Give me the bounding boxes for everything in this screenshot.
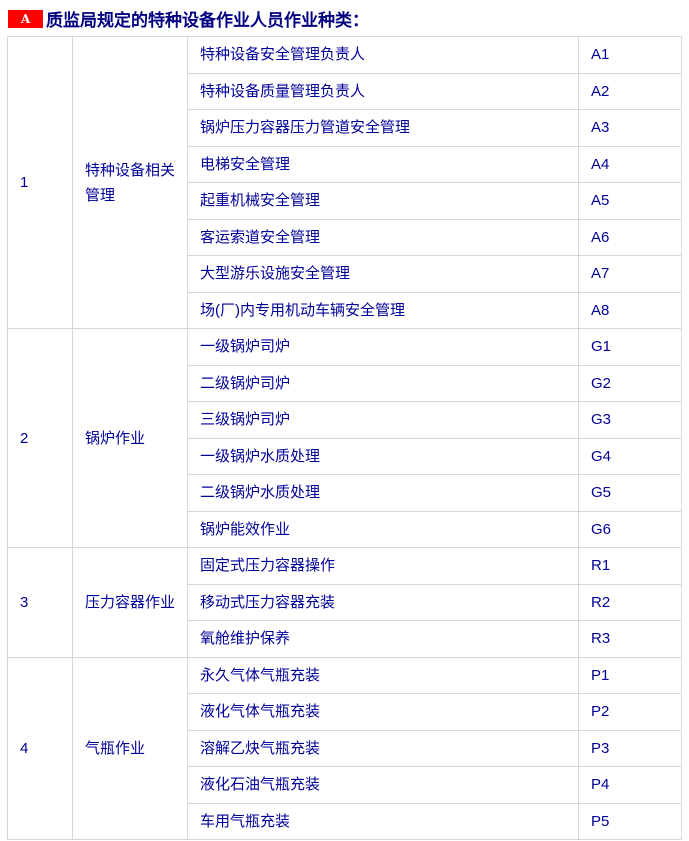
- table-row: 场(厂)内专用机动车辆安全管理 A8: [8, 291, 682, 329]
- item-name-cell: 永久气体气瓶充装: [187, 656, 579, 694]
- item-name-cell: 特种设备质量管理负责人: [187, 72, 579, 110]
- item-name-cell: 起重机械安全管理: [187, 182, 579, 220]
- item-code-cell: R1: [578, 547, 682, 585]
- table-row: 客运索道安全管理 A6: [8, 218, 682, 256]
- item-code-cell: R3: [578, 620, 682, 658]
- item-code-cell: A6: [578, 218, 682, 256]
- table-row: 氧舱维护保养 R3: [8, 620, 682, 658]
- item-name-cell: 移动式压力容器充装: [187, 583, 579, 621]
- item-code-cell: P3: [578, 729, 682, 767]
- section-marker-badge: A: [8, 9, 43, 28]
- item-name-cell: 电梯安全管理: [187, 145, 579, 183]
- equipment-categories-table-body: 1 特种设备相关管理 特种设备安全管理负责人 A1 特种设备质量管理负责人 A2 锅炉压力容…: [7, 36, 682, 840]
- item-name-cell: 客运索道安全管理: [187, 218, 579, 256]
- item-code-cell: A1: [578, 36, 682, 74]
- group-category-cell: 特种设备相关管理: [72, 36, 188, 329]
- table-row: 锅炉压力容器压力管道安全管理 A3: [8, 109, 682, 147]
- item-code-cell: A5: [578, 182, 682, 220]
- table-row: 三级锅炉司炉 G3: [8, 401, 682, 439]
- item-code-cell: G5: [578, 474, 682, 512]
- item-code-cell: P2: [578, 693, 682, 731]
- group-category-cell: 压力容器作业: [72, 547, 188, 658]
- item-code-cell: G1: [578, 328, 682, 366]
- table-row: 溶解乙炔气瓶充装 P3: [8, 729, 682, 767]
- table-row: 液化石油气瓶充装 P4: [8, 766, 682, 804]
- item-code-cell: A8: [578, 291, 682, 329]
- table-row: 大型游乐设施安全管理 A7: [8, 255, 682, 293]
- item-code-cell: P5: [578, 802, 682, 840]
- group-number-cell: 2: [7, 328, 73, 548]
- item-name-cell: 溶解乙炔气瓶充装: [187, 729, 579, 767]
- table-row: 起重机械安全管理 A5: [8, 182, 682, 220]
- item-code-cell: A4: [578, 145, 682, 183]
- item-name-cell: 液化石油气瓶充装: [187, 766, 579, 804]
- item-name-cell: 一级锅炉水质处理: [187, 437, 579, 475]
- item-name-cell: 大型游乐设施安全管理: [187, 255, 579, 293]
- item-code-cell: G6: [578, 510, 682, 548]
- item-code-cell: R2: [578, 583, 682, 621]
- item-name-cell: 车用气瓶充装: [187, 802, 579, 840]
- group-category-cell: 气瓶作业: [72, 656, 188, 840]
- item-name-cell: 二级锅炉水质处理: [187, 474, 579, 512]
- group-category-cell: 锅炉作业: [72, 328, 188, 548]
- item-code-cell: G2: [578, 364, 682, 402]
- table-row: 2 锅炉作业 一级锅炉司炉 G1: [7, 328, 682, 548]
- page: A 质监局规定的特种设备作业人员作业种类： 1 特种设备相关管理 特种设备安全管理负…: [0, 9, 689, 841]
- table-row: 1 特种设备相关管理 特种设备安全管理负责人 A1: [7, 36, 682, 329]
- item-name-cell: 三级锅炉司炉: [187, 401, 579, 439]
- item-name-cell: 二级锅炉司炉: [187, 364, 579, 402]
- item-code-cell: G3: [578, 401, 682, 439]
- item-code-cell: A7: [578, 255, 682, 293]
- table-row: 液化气体气瓶充装 P2: [8, 693, 682, 731]
- item-name-cell: 氧舱维护保养: [187, 620, 579, 658]
- item-name-cell: 液化气体气瓶充装: [187, 693, 579, 731]
- group-number-cell: 1: [7, 36, 73, 329]
- table-row: 车用气瓶充装 P5: [8, 802, 682, 840]
- item-name-cell: 锅炉压力容器压力管道安全管理: [187, 109, 579, 147]
- table-row: 4 气瓶作业 永久气体气瓶充装 P1: [7, 656, 682, 840]
- table-row: 锅炉能效作业 G6: [8, 510, 682, 548]
- group-number-cell: 3: [7, 547, 73, 658]
- page-title: 质监局规定的特种设备作业人员作业种类：: [46, 11, 369, 30]
- equipment-categories-table: 1 特种设备相关管理 特种设备安全管理负责人 A1 特种设备质量管理负责人 A2 锅炉压力容…: [7, 36, 682, 840]
- table-row: 移动式压力容器充装 R2: [8, 583, 682, 621]
- item-code-cell: G4: [578, 437, 682, 475]
- item-code-cell: P1: [578, 656, 682, 694]
- item-name-cell: 场(厂)内专用机动车辆安全管理: [187, 291, 579, 329]
- table-row: 电梯安全管理 A4: [8, 145, 682, 183]
- item-code-cell: A2: [578, 72, 682, 110]
- item-name-cell: 一级锅炉司炉: [187, 328, 579, 366]
- item-code-cell: A3: [578, 109, 682, 147]
- item-name-cell: 固定式压力容器操作: [187, 547, 579, 585]
- item-name-cell: 锅炉能效作业: [187, 510, 579, 548]
- item-name-cell: 特种设备安全管理负责人: [187, 36, 579, 74]
- table-row: 二级锅炉水质处理 G5: [8, 474, 682, 512]
- table-row: 二级锅炉司炉 G2: [8, 364, 682, 402]
- item-code-cell: P4: [578, 766, 682, 804]
- group-number-cell: 4: [7, 656, 73, 840]
- table-row: 3 压力容器作业 固定式压力容器操作 R1: [7, 547, 682, 658]
- page-title-row: A 质监局规定的特种设备作业人员作业种类：: [8, 9, 689, 30]
- table-row: 特种设备质量管理负责人 A2: [8, 72, 682, 110]
